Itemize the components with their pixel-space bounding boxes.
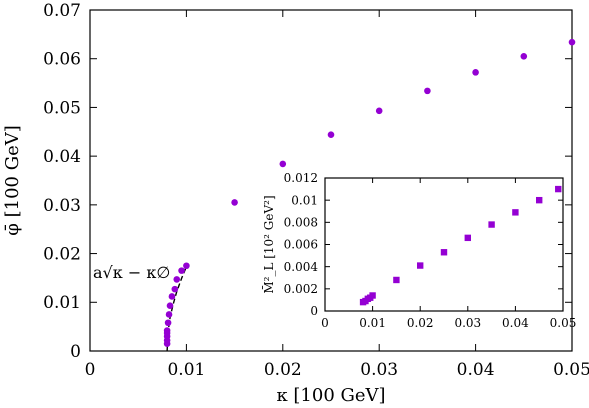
inset-data-point: [464, 234, 471, 242]
main-x-axis-title: κ [100 GeV]: [276, 385, 385, 406]
main-data-point: [164, 319, 172, 327]
inset-y-tick-label: 0: [310, 304, 318, 318]
main-y-tick-label: 0.02: [43, 245, 81, 265]
inset-y-tick-label: 0.008: [284, 216, 318, 230]
main-data-point: [520, 52, 528, 60]
inset-data-point: [440, 249, 448, 256]
main-data-point: [568, 38, 576, 46]
inset-data-point: [488, 221, 495, 228]
inset-data-point: [417, 262, 424, 269]
main-data-point: [424, 87, 431, 95]
main-y-tick-label: 0.05: [43, 98, 81, 118]
inset-y-tick-label: 0.006: [284, 238, 318, 252]
main-data-point: [163, 327, 171, 334]
inset-background: [325, 178, 563, 311]
main-y-tick-label: 0.06: [43, 50, 81, 70]
main-data-point: [166, 302, 174, 309]
main-y-tick-label: 0.01: [43, 293, 81, 313]
inset-data-point: [555, 185, 562, 193]
inset-data-point: [393, 276, 400, 284]
inset-x-tick-label: 0.01: [359, 316, 386, 330]
main-y-axis-title: φ̄ [100 GeV]: [2, 125, 23, 235]
inset-y-tick-label: 0.004: [284, 260, 319, 274]
main-y-tick-label: 0.04: [43, 147, 81, 167]
main-x-tick-label: 0.02: [264, 360, 302, 380]
inset-x-tick-label: 0.03: [454, 316, 481, 330]
main-data-point: [327, 131, 335, 139]
main-y-tick-label: 0.03: [43, 196, 81, 216]
main-data-point: [168, 293, 176, 300]
inset-y-axis-title: M̄²_L [10² GeV²]: [261, 195, 276, 293]
inset-x-tick-label: 0.02: [407, 316, 434, 330]
main-data-point: [171, 285, 179, 293]
main-x-tick-label: 0: [85, 360, 96, 380]
main-data-point: [375, 107, 383, 115]
inset-y-tick-label: 0.002: [284, 282, 318, 296]
inset-data-point: [536, 196, 543, 204]
main-data-point: [173, 276, 181, 283]
inset-x-tick-label: 0.05: [550, 316, 577, 330]
main-x-tick-label: 0.01: [167, 360, 205, 380]
inset-data-point: [369, 292, 376, 299]
main-data-point: [165, 311, 173, 318]
main-data-point: [183, 262, 190, 270]
inset-x-tick-label: 0: [321, 316, 329, 330]
main-data-point: [279, 160, 287, 168]
main-x-tick-label: 0.05: [553, 360, 589, 380]
main-y-tick-label: 0.07: [43, 1, 81, 21]
main-data-point: [178, 267, 185, 274]
fit-label: a√κ − κ∅: [93, 263, 170, 282]
main-y-tick-label: 0: [70, 342, 81, 362]
main-frame: [89, 9, 573, 352]
inset-y-tick-label: 0.01: [291, 193, 318, 207]
inset-y-tick-label: 0.012: [284, 171, 318, 185]
main-x-tick-label: 0.04: [457, 360, 495, 380]
main-data-point: [231, 199, 238, 206]
main-data-point: [472, 69, 479, 76]
inset-data-point: [512, 209, 519, 216]
inset-plot: 0 0.01 0.02 0.03 0.04 0.05 0 0.002 0.004 0.006 0.0…: [261, 171, 577, 330]
inset-x-tick-label: 0.04: [502, 316, 529, 330]
main-x-tick-label: 0.03: [360, 360, 398, 380]
